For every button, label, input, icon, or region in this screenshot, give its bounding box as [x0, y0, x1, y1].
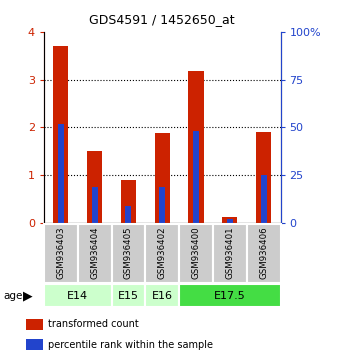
Bar — [159, 187, 165, 223]
Text: GSM936404: GSM936404 — [90, 227, 99, 279]
Bar — [58, 124, 64, 223]
FancyBboxPatch shape — [44, 224, 78, 282]
Text: GSM936406: GSM936406 — [259, 227, 268, 279]
Text: percentile rank within the sample: percentile rank within the sample — [48, 339, 213, 350]
Bar — [125, 206, 131, 223]
FancyBboxPatch shape — [112, 224, 145, 282]
FancyBboxPatch shape — [44, 285, 112, 307]
FancyBboxPatch shape — [179, 285, 281, 307]
Bar — [53, 46, 68, 223]
Text: E17.5: E17.5 — [214, 291, 246, 301]
Text: ▶: ▶ — [23, 289, 32, 302]
Bar — [227, 219, 233, 223]
FancyBboxPatch shape — [247, 224, 281, 282]
Bar — [193, 131, 199, 223]
Bar — [222, 217, 237, 223]
Bar — [261, 175, 267, 223]
Text: GSM936402: GSM936402 — [158, 227, 167, 279]
FancyBboxPatch shape — [213, 224, 247, 282]
Bar — [121, 180, 136, 223]
FancyBboxPatch shape — [78, 224, 112, 282]
Bar — [256, 132, 271, 223]
Bar — [92, 187, 98, 223]
Bar — [87, 152, 102, 223]
Text: E14: E14 — [67, 291, 88, 301]
Text: GSM936401: GSM936401 — [225, 227, 234, 279]
Text: E16: E16 — [152, 291, 173, 301]
FancyBboxPatch shape — [145, 224, 179, 282]
FancyBboxPatch shape — [145, 285, 179, 307]
Text: GDS4591 / 1452650_at: GDS4591 / 1452650_at — [90, 13, 235, 26]
FancyBboxPatch shape — [112, 285, 145, 307]
Text: age: age — [3, 291, 23, 301]
FancyBboxPatch shape — [179, 224, 213, 282]
Bar — [188, 71, 203, 223]
Text: GSM936403: GSM936403 — [56, 227, 65, 279]
Text: transformed count: transformed count — [48, 319, 139, 330]
Bar — [26, 339, 43, 350]
Bar — [26, 319, 43, 330]
Text: E15: E15 — [118, 291, 139, 301]
Text: GSM936400: GSM936400 — [192, 227, 200, 279]
Text: GSM936405: GSM936405 — [124, 227, 133, 279]
Bar — [154, 133, 170, 223]
